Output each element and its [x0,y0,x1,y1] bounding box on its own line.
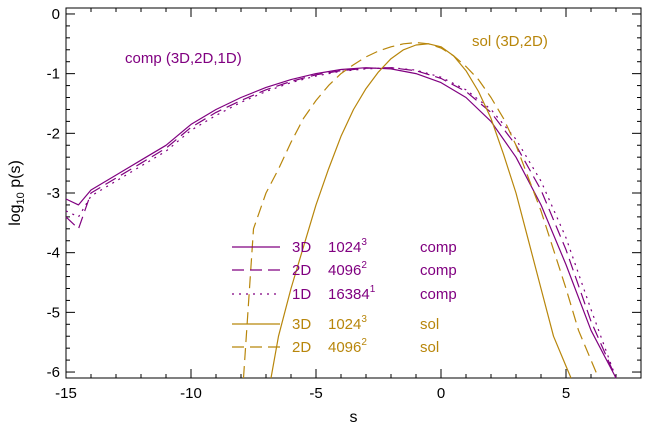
x-tick-label: 0 [437,385,445,402]
legend-exponent: 3 [361,314,367,325]
legend-resolution: 10243 [328,237,367,256]
series-line-3D-comp [65,67,617,379]
x-tick-label: -15 [55,385,77,402]
series-curves [65,41,617,379]
legend-dim: 3D [292,239,311,256]
legend-dim: 2D [292,262,311,279]
legend-resolution: 40962 [328,337,367,356]
x-axis-label: s [350,409,358,426]
annotation-comp: comp (3D,2D,1D) [125,50,242,67]
series-line-3D-sol [270,43,572,379]
legend-exponent: 3 [361,237,367,248]
x-tick-label: -5 [309,385,322,402]
legend-resolution: 10243 [328,314,367,333]
series-line-2D-comp [65,67,617,379]
legend-exponent: 1 [370,284,376,295]
legend-resolution: 163841 [328,284,376,303]
legend-kind: comp [420,262,457,279]
legend-kind: sol [420,339,439,356]
legend-kind: comp [420,286,457,303]
y-tick-label: 0 [52,6,60,23]
legend-dim: 1D [292,286,311,303]
series-line-1D-comp [65,67,617,379]
y-tick-label: -4 [47,245,60,262]
y-tick-label: -5 [47,304,60,321]
y-tick-label: -3 [47,185,60,202]
legend-kind: sol [420,316,439,333]
y-tick-label: -6 [47,364,60,381]
legend-exponent: 2 [361,337,367,348]
legend-dim: 2D [292,339,311,356]
legend-dim: 3D [292,316,311,333]
axis-ticks: -15 -10 -5 0 5 0 -1 -2 -3 -4 -5 -6 [47,6,642,402]
legend: 3D 10243 comp 2D 40962 comp 1D 163841 comp 3D 1024… [232,237,457,356]
annotation-sol: sol (3D,2D) [472,33,548,50]
legend-resolution: 40962 [328,260,367,279]
legend-kind: comp [420,239,457,256]
y-axis-label-subscript: 10 [15,192,27,204]
x-tick-label: -10 [180,385,202,402]
legend-exponent: 2 [361,260,367,271]
y-axis-label: log10 p(s) [7,160,27,226]
series-line-2D-sol [242,41,600,379]
x-tick-label: 5 [562,385,570,402]
y-tick-label: -1 [47,66,60,83]
y-tick-label: -2 [47,125,60,142]
